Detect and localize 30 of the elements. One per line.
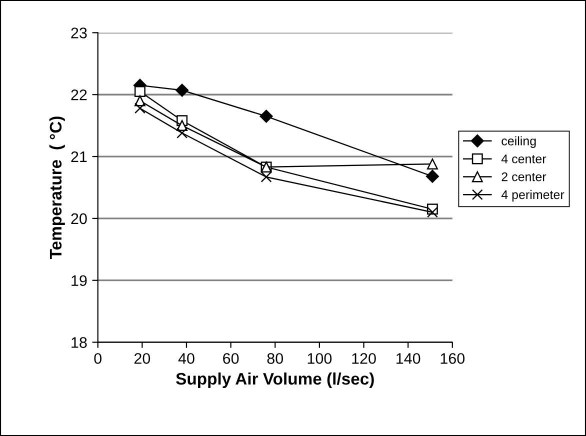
y-tick-label: 18 — [72, 337, 87, 348]
point — [426, 158, 438, 170]
y-tick-label: 19 — [72, 275, 87, 286]
x-tick-label: 120 — [352, 353, 376, 364]
x-tick-label: 60 — [223, 353, 239, 364]
x-axis-title: Supply Air Volume (l/sec) — [176, 372, 374, 388]
point — [426, 170, 439, 183]
point — [134, 102, 146, 114]
x-tick-label: 40 — [178, 353, 194, 364]
point — [260, 171, 272, 182]
x-tick-label: 100 — [308, 353, 332, 364]
legend-label: 2 center — [502, 172, 546, 182]
x-tick-label: 80 — [267, 353, 284, 364]
point — [134, 86, 146, 97]
x-tick-label: 0 — [94, 353, 102, 364]
y-tick-label: 21 — [71, 151, 87, 162]
x-tick-label: 140 — [396, 353, 420, 364]
point — [176, 84, 189, 97]
y-tick-label: 20 — [71, 213, 87, 224]
point — [260, 110, 273, 123]
x-tick-label: 20 — [134, 353, 150, 364]
point — [176, 128, 188, 138]
x-tick-label: 160 — [440, 353, 465, 364]
y-tick-label: 23 — [71, 28, 87, 38]
point — [426, 206, 438, 218]
y-axis-title: Temperature ( °C) — [49, 116, 65, 259]
legend-label: 4 perimeter — [501, 190, 564, 202]
legend-label: ceiling — [502, 136, 536, 148]
legend-label: 4 center — [501, 154, 546, 164]
y-tick-label: 22 — [71, 89, 87, 100]
